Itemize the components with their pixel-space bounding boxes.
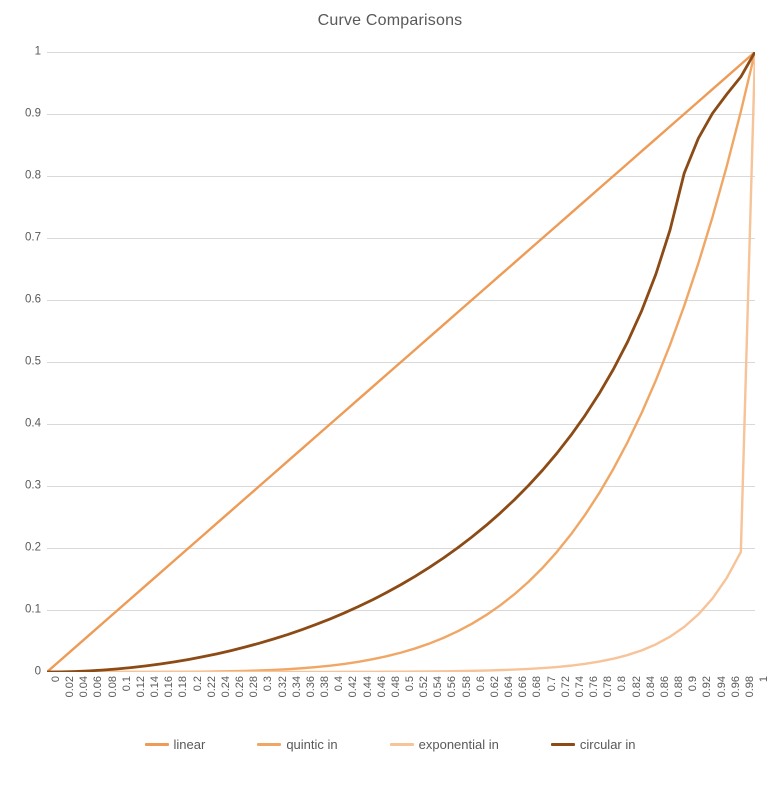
- x-tick-label: 0.26: [234, 676, 247, 698]
- x-tick-label: 0.2: [191, 676, 204, 692]
- x-tick-label: 0.22: [205, 676, 218, 698]
- legend-item[interactable]: circular in: [550, 737, 636, 752]
- chart-legend: linear quintic in exponential in circular i…: [0, 737, 780, 752]
- x-tick-label: 0.92: [701, 676, 714, 698]
- x-tick-label: 0.38: [319, 676, 332, 698]
- x-tick-label: 0.98: [743, 676, 756, 698]
- y-tick-label: 0: [34, 665, 41, 678]
- y-tick-label: 0.2: [25, 541, 41, 554]
- x-tick-label: 0.96: [729, 676, 742, 698]
- x-tick-label: 0.18: [177, 676, 190, 698]
- legend-label: circular in: [579, 737, 636, 752]
- x-tick-label: 0.72: [559, 676, 572, 698]
- legend-swatch-icon: [389, 743, 414, 746]
- x-tick-label: 0.14: [149, 676, 162, 698]
- x-tick-label: 0.68: [531, 676, 544, 698]
- x-tick-label: 0.24: [219, 676, 232, 698]
- legend-swatch-icon: [550, 743, 575, 746]
- x-tick-label: 0.78: [602, 676, 615, 698]
- x-tick-label: 0.1: [120, 676, 133, 692]
- x-tick-label: 0.66: [517, 676, 530, 698]
- y-tick-label: 0.8: [25, 169, 41, 182]
- x-tick-label: 0.56: [446, 676, 459, 698]
- y-tick-label: 0.4: [25, 417, 41, 430]
- x-tick-label: 0.12: [134, 676, 147, 698]
- x-tick-label: 1: [758, 676, 770, 683]
- y-tick-label: 0.1: [25, 603, 41, 616]
- x-tick-label: 0.94: [715, 676, 728, 698]
- y-axis: 0 0.1 0.2 0.3 0.4 0.5 0.6 0.7 0.8 0.9 1: [0, 46, 41, 677]
- curve-linear: [47, 52, 755, 672]
- x-tick-label: 0.9: [687, 676, 700, 692]
- legend-item[interactable]: linear: [144, 737, 206, 752]
- x-tick-label: 0.88: [673, 676, 686, 698]
- legend-item[interactable]: exponential in: [389, 737, 499, 752]
- x-tick-label: 0.8: [616, 676, 629, 692]
- plot-svg: [47, 52, 755, 672]
- x-tick-label: 0.04: [78, 676, 91, 698]
- x-tick-label: 0.44: [361, 676, 374, 698]
- x-tick-label: 0.62: [488, 676, 501, 698]
- x-axis: 0 0.02 0.04 0.06 0.08 0.1 0.12 0.14 0.16 0.18 0.2 0…: [47, 672, 770, 728]
- x-tick-label: 0.52: [418, 676, 431, 698]
- x-tick-label: 0.02: [64, 676, 77, 698]
- x-tick-label: 0.74: [573, 676, 586, 698]
- x-tick-label: 0.08: [106, 676, 119, 698]
- x-tick-label: 0.86: [658, 676, 671, 698]
- legend-label: linear: [173, 737, 206, 752]
- x-tick-label: 0.3: [262, 676, 275, 692]
- x-tick-label: 0.28: [248, 676, 261, 698]
- x-tick-label: 0.64: [503, 676, 516, 698]
- x-tick-label: 0.58: [460, 676, 473, 698]
- legend-swatch-icon: [144, 743, 169, 746]
- x-tick-label: 0.32: [276, 676, 289, 698]
- y-tick-label: 1: [34, 45, 41, 58]
- chart-title: Curve Comparisons: [317, 12, 463, 29]
- x-tick-label: 0.42: [347, 676, 360, 698]
- curve-exponential-in: [47, 52, 755, 672]
- y-tick-label: 0.9: [25, 107, 41, 120]
- x-tick-label: 0.7: [545, 676, 558, 692]
- x-tick-label: 0.16: [163, 676, 176, 698]
- x-tick-label: 0.48: [389, 676, 402, 698]
- y-tick-label: 0.3: [25, 479, 41, 492]
- x-tick-label: 0.82: [630, 676, 643, 698]
- x-tick-label: 0.06: [92, 676, 105, 698]
- x-tick-label: 0.76: [588, 676, 601, 698]
- y-tick-label: 0.7: [25, 231, 41, 244]
- legend-label: exponential in: [418, 737, 499, 752]
- x-tick-label: 0: [50, 676, 62, 683]
- curve-circular-in: [47, 52, 755, 672]
- x-tick-label: 0.84: [644, 676, 657, 698]
- y-tick-label: 0.6: [25, 293, 41, 306]
- x-tick-label: 0.5: [404, 676, 416, 692]
- y-tick-label: 0.5: [25, 355, 41, 368]
- x-tick-label: 0.36: [304, 676, 317, 698]
- x-tick-label: 0.4: [333, 676, 346, 692]
- x-tick-label: 0.6: [474, 676, 487, 692]
- plot-area: [47, 52, 755, 672]
- legend-item[interactable]: quintic in: [257, 737, 338, 752]
- x-tick-label: 0.54: [432, 676, 445, 698]
- legend-label: quintic in: [286, 737, 338, 752]
- x-tick-label: 0.46: [375, 676, 388, 698]
- legend-swatch-icon: [257, 743, 282, 746]
- x-tick-label: 0.34: [290, 676, 303, 698]
